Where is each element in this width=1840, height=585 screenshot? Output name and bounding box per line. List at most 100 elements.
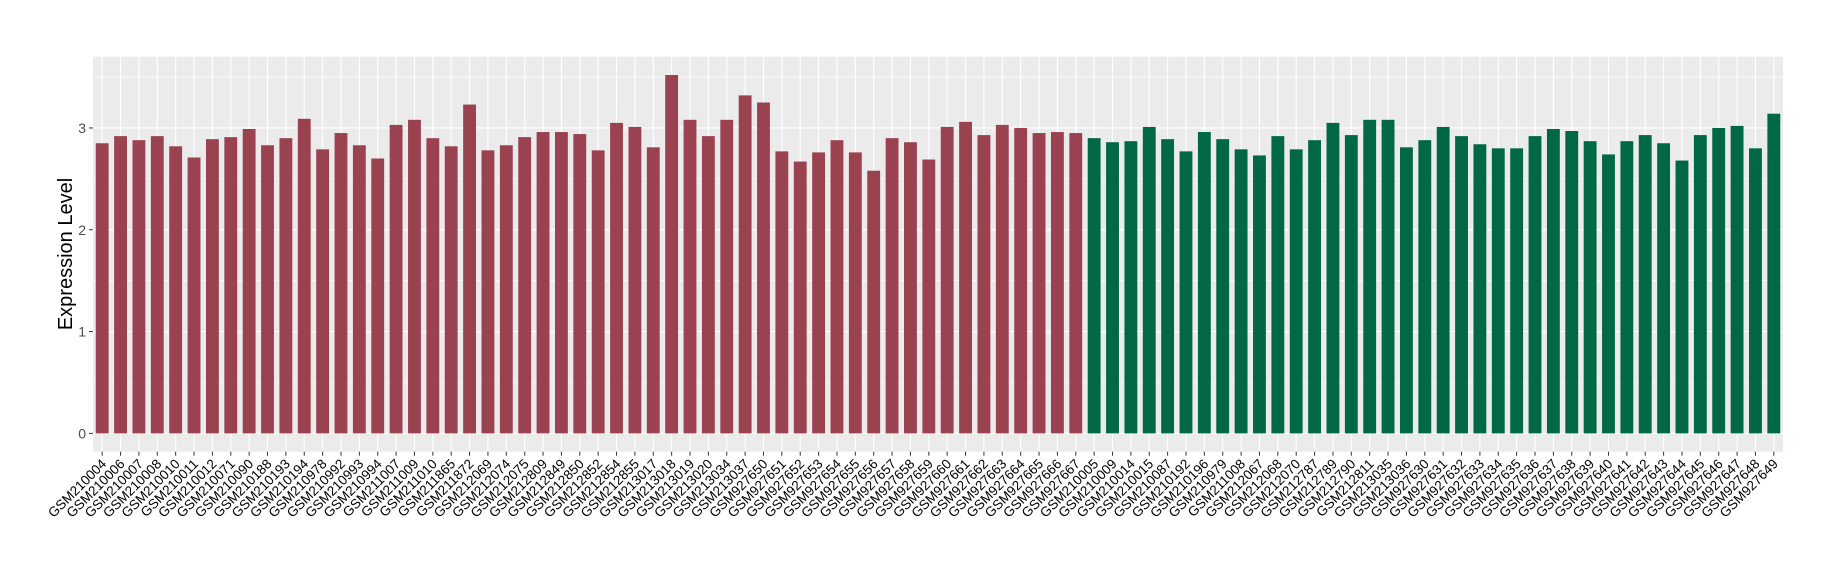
bar-GSM210188 (261, 145, 274, 434)
bar-GSM927649 (1767, 113, 1781, 434)
bar-GSM927662 (977, 135, 991, 434)
bar-GSM213020 (701, 136, 715, 434)
bar-GSM927656 (867, 170, 881, 434)
bar-GSM927631 (1436, 126, 1450, 434)
bar-GSM927632 (1455, 136, 1468, 434)
bar-GSM927640 (1602, 154, 1615, 434)
bar-GSM213035 (1381, 119, 1395, 434)
bar-GSM210994 (371, 158, 385, 434)
bar-GSM927666 (1050, 132, 1064, 434)
bar-GSM927661 (959, 121, 972, 434)
bar-GSM212852 (591, 150, 605, 434)
bar-GSM212075 (518, 137, 532, 434)
bar-GSM927639 (1583, 141, 1597, 434)
bar-GSM927645 (1693, 135, 1707, 434)
bar-GSM927660 (940, 126, 954, 434)
bar-GSM210008 (150, 136, 164, 434)
bar-GSM212787 (1308, 140, 1322, 434)
bar-GSM927637 (1546, 128, 1560, 434)
bar-GSM927647 (1730, 125, 1744, 434)
bars (95, 75, 1781, 434)
bar-GSM212849 (554, 132, 568, 434)
bar-GSM211009 (408, 119, 421, 434)
bar-GSM210005 (1087, 138, 1101, 434)
bar-GSM210992 (334, 133, 348, 434)
y-tick-label: 3 (78, 120, 86, 136)
bar-GSM210007 (132, 140, 146, 434)
bar-GSM212067 (1253, 155, 1266, 434)
bar-GSM210979 (1216, 139, 1230, 434)
bar-GSM927657 (885, 138, 899, 434)
bar-GSM210194 (297, 118, 311, 434)
y-tick-label: 2 (78, 222, 86, 238)
bar-GSM927636 (1528, 136, 1542, 434)
bar-GSM212070 (1289, 149, 1303, 434)
bar-GSM210087 (1161, 139, 1175, 434)
bar-GSM210193 (279, 138, 293, 434)
bar-GSM211007 (389, 124, 403, 434)
bar-GSM927633 (1473, 144, 1487, 434)
bar-GSM212789 (1326, 122, 1340, 434)
bar-GSM212069 (481, 150, 495, 434)
bar-GSM212854 (610, 122, 623, 434)
bar-GSM212068 (1271, 136, 1285, 434)
bar-GSM213034 (720, 119, 734, 434)
bar-GSM210015 (1142, 126, 1156, 434)
bar-GSM210009 (1106, 142, 1119, 434)
bar-GSM927635 (1510, 148, 1524, 434)
bar-GSM211008 (1234, 149, 1248, 434)
bar-GSM927634 (1491, 148, 1505, 434)
bar-GSM213018 (665, 75, 679, 434)
bar-GSM927658 (904, 142, 917, 434)
bar-GSM927642 (1638, 135, 1652, 434)
bar-GSM210196 (1197, 132, 1211, 434)
bar-GSM212074 (499, 145, 513, 434)
bar-GSM212855 (628, 126, 642, 434)
bar-GSM213036 (1399, 147, 1413, 434)
bar-GSM927654 (830, 140, 844, 434)
bar-GSM211872 (463, 104, 477, 434)
bar-GSM212809 (536, 132, 550, 434)
bar-GSM210978 (316, 149, 330, 434)
bar-GSM927653 (812, 152, 826, 434)
y-axis-title: Expression Level (55, 178, 77, 330)
bar-GSM210006 (114, 136, 127, 434)
bar-GSM210014 (1124, 141, 1138, 434)
bar-GSM927659 (922, 159, 936, 434)
bar-GSM210192 (1179, 151, 1193, 434)
bar-GSM927665 (1032, 133, 1046, 434)
x-axis: GSM210004GSM210006GSM210007GSM210008GSM2… (45, 451, 1781, 520)
bar-GSM213019 (683, 119, 697, 434)
bar-GSM927644 (1675, 160, 1689, 434)
bar-GSM927655 (848, 152, 862, 434)
bar-GSM210011 (187, 157, 201, 434)
bar-GSM927630 (1418, 140, 1432, 434)
bar-GSM927643 (1657, 143, 1671, 434)
bar-GSM927650 (757, 102, 770, 434)
bar-GSM211865 (444, 146, 458, 434)
bar-GSM927648 (1749, 148, 1762, 434)
bar-GSM213017 (646, 147, 660, 434)
y-tick-label: 1 (78, 324, 86, 340)
bar-GSM210004 (95, 143, 109, 434)
bar-GSM927651 (775, 151, 789, 434)
bar-GSM212811 (1363, 119, 1377, 434)
bar-GSM210993 (352, 145, 366, 434)
bar-GSM927638 (1565, 131, 1579, 434)
bar-GSM927652 (793, 161, 807, 434)
bar-GSM210010 (169, 146, 183, 434)
bar-GSM212790 (1344, 135, 1358, 434)
bar-GSM927664 (1014, 127, 1028, 434)
bar-GSM927641 (1620, 141, 1634, 434)
bar-GSM210071 (224, 137, 238, 434)
y-axis: 0 1 2 3 (78, 120, 93, 441)
bar-GSM211010 (426, 138, 440, 434)
bar-GSM927663 (995, 124, 1009, 434)
bar-GSM213037 (738, 95, 752, 434)
bar-GSM927646 (1712, 127, 1726, 434)
bar-GSM212850 (573, 134, 587, 434)
y-tick-label: 0 (78, 425, 86, 441)
bar-GSM210012 (205, 139, 219, 434)
bar-GSM210090 (242, 128, 256, 434)
